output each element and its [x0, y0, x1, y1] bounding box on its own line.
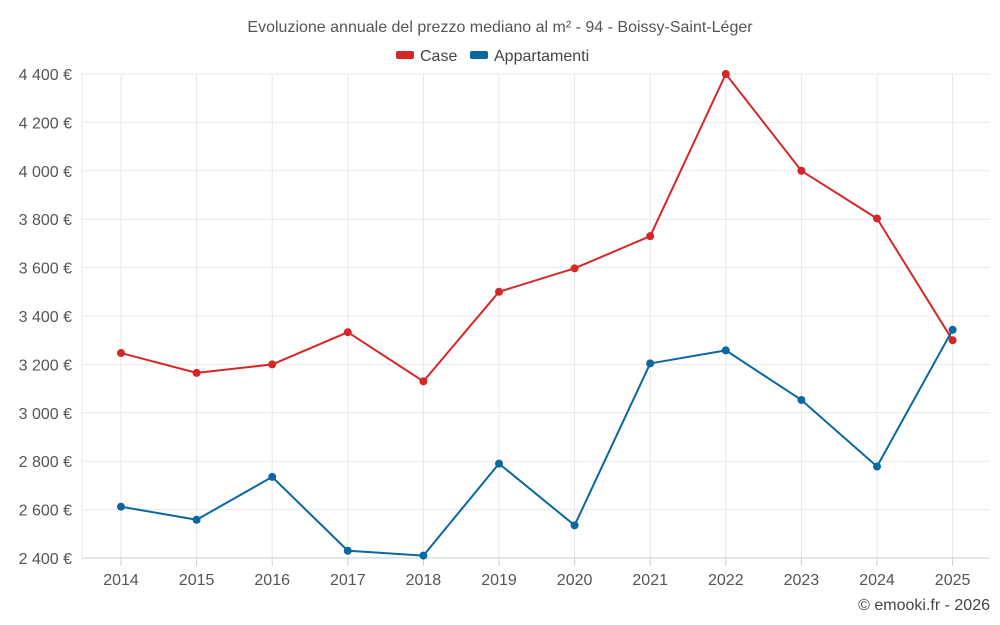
legend: Case Appartamenti: [396, 48, 589, 65]
legend-label: Appartamenti: [494, 48, 589, 65]
gridlines: [81, 73, 990, 559]
data-point[interactable]: [873, 462, 881, 471]
x-tick-label: 2015: [179, 572, 215, 589]
series-layer: [117, 70, 957, 560]
data-point[interactable]: [117, 349, 125, 358]
x-tick-label: 2023: [784, 572, 820, 589]
data-point[interactable]: [646, 359, 655, 368]
data-point[interactable]: [646, 232, 655, 241]
y-tick-label: 4 200 €: [19, 115, 72, 132]
legend-label: Case: [420, 48, 457, 65]
y-tick-label: 4 400 €: [19, 67, 72, 84]
y-tick-label: 4 000 €: [19, 164, 72, 181]
data-point[interactable]: [192, 515, 201, 524]
data-point[interactable]: [570, 521, 579, 530]
x-tick-label: 2019: [481, 572, 517, 589]
y-tick-label: 3 000 €: [19, 406, 72, 423]
series-line-appartamenti: [120, 329, 954, 557]
data-point[interactable]: [797, 395, 806, 404]
data-point[interactable]: [873, 214, 881, 223]
y-tick-label: 3 800 €: [19, 212, 72, 229]
data-point[interactable]: [570, 264, 579, 273]
y-tick-label: 2 400 €: [19, 551, 72, 568]
data-point[interactable]: [268, 472, 277, 481]
legend-item-case[interactable]: Case: [396, 48, 457, 65]
data-point[interactable]: [495, 287, 503, 296]
data-point[interactable]: [495, 459, 503, 468]
series-case: [117, 70, 957, 386]
legend-swatch: [396, 51, 414, 59]
series-appartamenti: [117, 325, 957, 560]
data-point[interactable]: [797, 166, 806, 175]
data-point[interactable]: [117, 502, 125, 511]
series-line-case: [120, 73, 954, 383]
x-tick-label: 2022: [708, 572, 744, 589]
data-point[interactable]: [343, 546, 352, 555]
data-point[interactable]: [268, 360, 277, 369]
y-tick-label: 3 400 €: [19, 309, 72, 326]
x-axis-ticks: 2014 2015 2016 2017 2018 2019 2020 2021 2022 2023…: [103, 558, 970, 589]
y-tick-label: 2 800 €: [19, 454, 72, 471]
y-tick-label: 3 200 €: [19, 357, 72, 374]
data-point[interactable]: [721, 70, 730, 78]
x-tick-label: 2020: [557, 572, 593, 589]
chart-title: Evoluzione annuale del prezzo mediano al…: [247, 19, 753, 36]
legend-item-appartamenti[interactable]: Appartamenti: [470, 48, 589, 65]
y-tick-label: 3 600 €: [19, 261, 72, 278]
x-tick-label: 2016: [254, 572, 290, 589]
x-tick-label: 2018: [406, 572, 442, 589]
data-point[interactable]: [948, 336, 957, 345]
data-point[interactable]: [721, 346, 730, 355]
data-point[interactable]: [419, 551, 428, 560]
x-tick-label: 2024: [859, 572, 895, 589]
y-axis-ticks: 2 400 € 2 600 € 2 800 € 3 000 € 3 200 € 3 400…: [19, 67, 72, 568]
x-tick-label: 2025: [935, 572, 971, 589]
y-tick-label: 2 600 €: [19, 503, 72, 520]
data-point[interactable]: [343, 328, 352, 337]
x-tick-label: 2021: [632, 572, 668, 589]
x-tick-label: 2017: [330, 572, 366, 589]
data-point[interactable]: [192, 368, 201, 377]
data-point[interactable]: [419, 377, 428, 386]
data-point[interactable]: [948, 325, 957, 334]
x-tick-label: 2014: [103, 572, 139, 589]
credit-text: © emooki.fr - 2026: [858, 597, 990, 614]
legend-swatch: [470, 51, 488, 59]
